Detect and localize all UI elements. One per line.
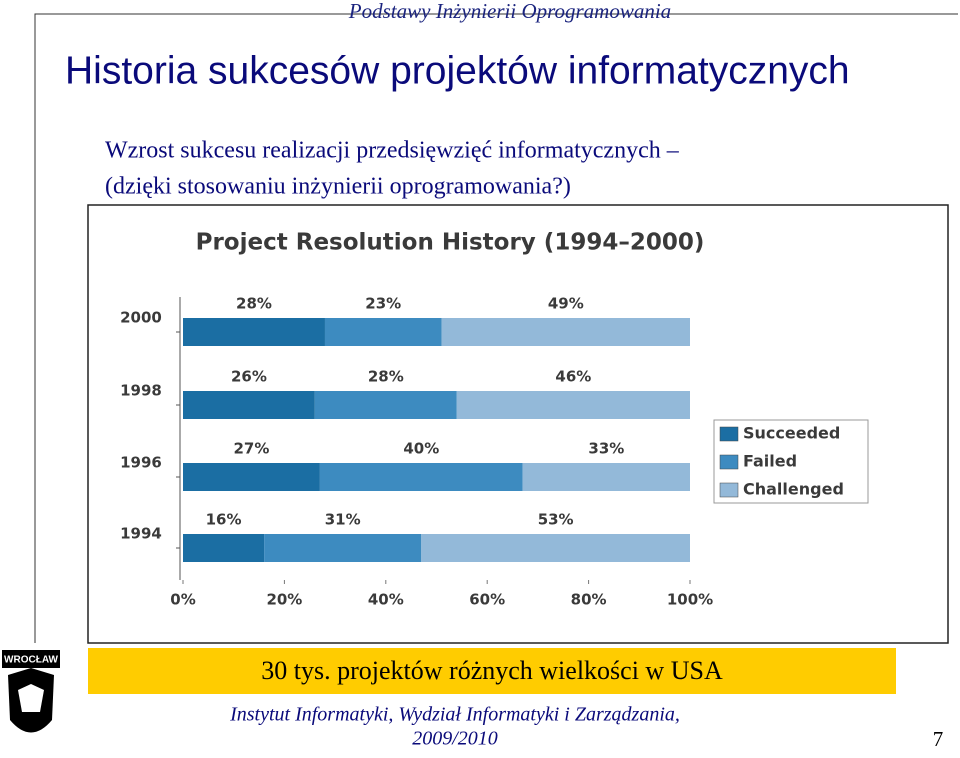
- x-tick-label: 40%: [368, 591, 404, 609]
- bar-segment: [456, 391, 690, 419]
- logo-eagle: [18, 684, 44, 712]
- data-label: 46%: [555, 368, 591, 386]
- legend-swatch: [719, 454, 739, 470]
- bar-segment: [522, 463, 690, 491]
- x-tick-label: 100%: [667, 591, 713, 609]
- page-number: 7: [933, 727, 944, 751]
- category-label: 1996: [120, 454, 162, 472]
- category-label: 2000: [120, 309, 162, 327]
- chart-title: Project Resolution History (1994–2000): [196, 230, 705, 256]
- data-label: 28%: [236, 295, 272, 313]
- bar-segment: [324, 318, 442, 346]
- data-label: 49%: [548, 295, 584, 313]
- bar-segment: [264, 534, 422, 562]
- chart: 0% 20% 40% 60% 80% 100% 2000 28% 23% 49% 1998 26% 28…: [120, 295, 869, 609]
- bar-segment: [441, 318, 690, 346]
- logo-band: [2, 650, 60, 668]
- logo-text: WROCŁAW: [4, 655, 58, 666]
- category-label: 1994: [120, 525, 162, 543]
- data-label: 33%: [588, 440, 624, 458]
- legend-swatch: [719, 426, 739, 442]
- data-label: 31%: [325, 511, 361, 529]
- bar-segment: [183, 534, 265, 562]
- data-label: 53%: [538, 511, 574, 529]
- note-box: [88, 648, 896, 694]
- frame-gap: [740, 0, 760, 1]
- legend-box: [713, 419, 869, 504]
- note: 30 tys. projektów różnych wielkości w US…: [261, 656, 723, 685]
- logo: WROCŁAW: [0, 643, 62, 753]
- subtitle: Wzrost sukcesu realizacji przedsięwzięć …: [105, 138, 680, 164]
- data-label: 23%: [365, 295, 401, 313]
- bar-segment: [183, 463, 320, 491]
- data-label: 26%: [231, 368, 267, 386]
- subtitle: (dzięki stosowaniu inżynierii oprogramow…: [105, 174, 571, 200]
- bar-segment: [183, 391, 315, 419]
- bar-segment: [319, 463, 523, 491]
- x-tick-label: 60%: [469, 591, 505, 609]
- course-name: Podstawy Inżynierii Oprogramowania: [348, 0, 671, 23]
- bar-segment: [421, 534, 690, 562]
- bar-segment: [183, 318, 325, 346]
- x-tick-label: 80%: [571, 591, 607, 609]
- slide-frame: [34, 13, 958, 753]
- data-label: 40%: [403, 440, 439, 458]
- bar-segment: [314, 391, 457, 419]
- legend-swatch: [719, 482, 739, 498]
- legend-label: Challenged: [743, 480, 844, 499]
- slide-title: Historia sukcesów projektów informatyczn…: [65, 49, 850, 92]
- legend-label: Failed: [743, 452, 797, 471]
- footer: 2009/2010: [412, 728, 498, 750]
- data-label: 16%: [206, 511, 242, 529]
- footer: Instytut Informatyki, Wydział Informatyk…: [229, 704, 680, 726]
- data-label: 27%: [233, 440, 269, 458]
- data-label: 28%: [368, 368, 404, 386]
- x-tick-label: 20%: [266, 591, 302, 609]
- category-label: 1998: [120, 382, 162, 400]
- legend-label: Succeeded: [743, 424, 840, 443]
- x-tick-label: 0%: [170, 591, 195, 609]
